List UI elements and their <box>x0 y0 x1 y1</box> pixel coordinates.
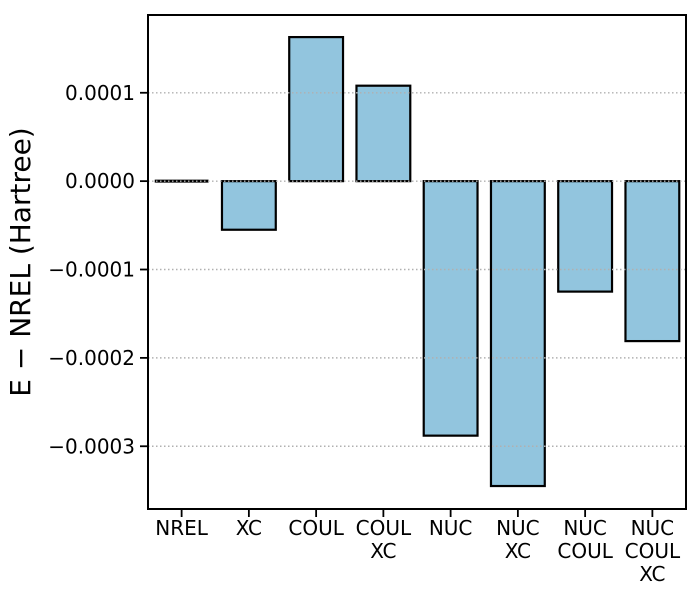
y-axis-label: E − NREL (Hartree) <box>4 127 37 396</box>
y-tick-label: −0.0003 <box>48 434 135 458</box>
bar <box>355 84 412 183</box>
x-tick-label: NUC <box>429 516 473 540</box>
x-tick-label: COUL <box>288 516 344 540</box>
x-tick-label: NUC COUL <box>557 516 613 563</box>
y-tick-label: 0.0000 <box>65 169 135 193</box>
x-tick-label: NREL <box>155 516 208 540</box>
y-tick-label: −0.0001 <box>48 258 135 282</box>
bar <box>489 180 546 488</box>
plot-border <box>147 14 687 510</box>
bar <box>624 180 681 343</box>
x-tick-label: XC <box>236 516 262 540</box>
y-tick-label: 0.0001 <box>65 81 135 105</box>
y-tick-label: −0.0002 <box>48 346 135 370</box>
bar <box>557 180 614 293</box>
x-tick-label: COUL XC <box>356 516 412 563</box>
x-tick-label: NUC XC <box>496 516 540 563</box>
bar <box>220 180 277 231</box>
bar <box>288 35 345 183</box>
bar <box>422 180 479 437</box>
x-tick-label: NUC COUL XC <box>625 516 681 586</box>
